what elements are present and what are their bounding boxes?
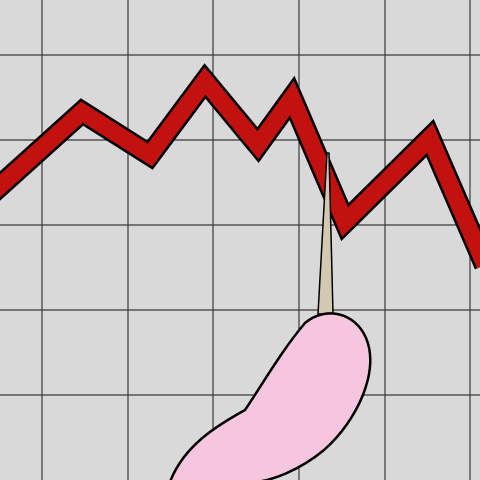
hand (169, 312, 372, 480)
cartoon-hand-icon (169, 312, 372, 480)
trend-line-fill (0, 67, 480, 269)
falling-trend-line (0, 63, 480, 270)
